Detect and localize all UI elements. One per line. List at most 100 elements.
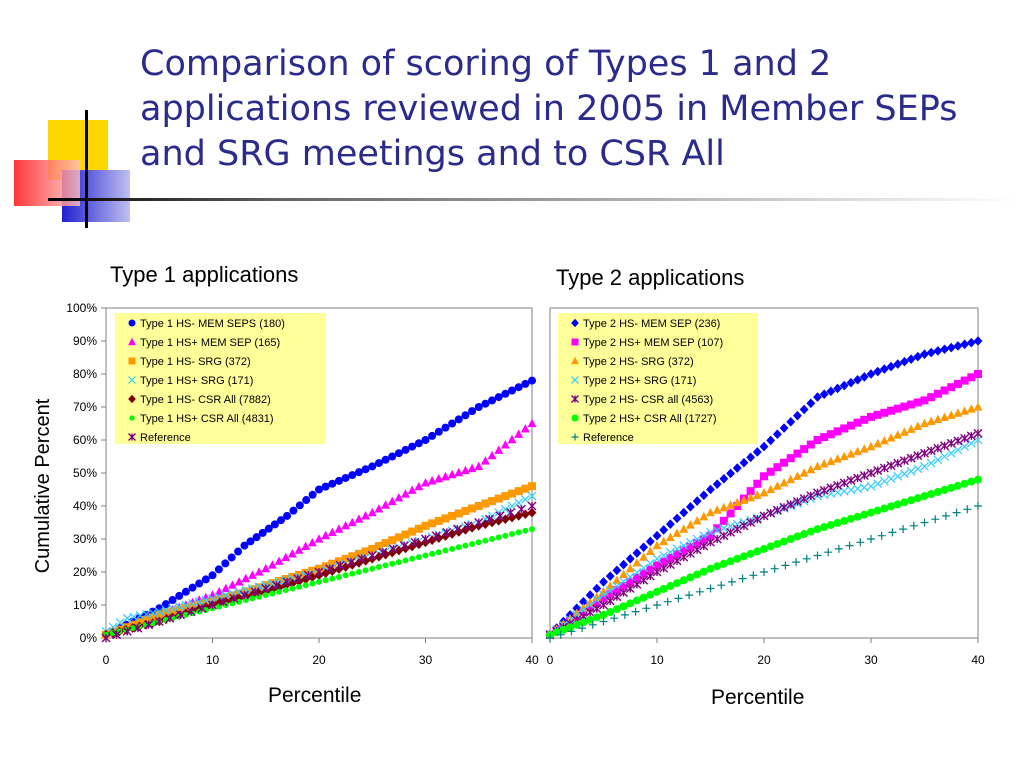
data-point: [401, 445, 410, 454]
data-point: [474, 518, 484, 527]
data-point: [188, 598, 197, 608]
data-point: [813, 436, 822, 444]
data-point: [328, 559, 337, 568]
data-point: [606, 608, 615, 617]
data-point: [866, 481, 876, 491]
data-point: [732, 463, 742, 473]
data-point: [620, 610, 629, 619]
series-2-7: [546, 502, 982, 642]
legend-entry: Type 1 HS- CSR All (7882): [140, 394, 271, 406]
data-point: [302, 496, 311, 505]
data-point: [826, 430, 835, 439]
data-point: [712, 525, 722, 535]
data-point: [732, 497, 742, 507]
data-point: [374, 459, 383, 468]
legend-entry: Type 2 HS+ MEM SEP (107): [583, 337, 723, 349]
data-point: [388, 536, 397, 545]
data-point: [819, 389, 829, 400]
data-point: [974, 475, 982, 484]
data-point: [639, 593, 648, 602]
data-point: [500, 504, 510, 514]
data-point: [739, 521, 749, 531]
data-point: [129, 625, 136, 632]
data-point: [800, 530, 809, 539]
data-point: [599, 577, 608, 587]
data-point: [612, 565, 622, 576]
legend-entry: Type 1 HS+ MEM SEP (165): [140, 337, 280, 349]
legend: Type 1 HS- MEM SEPS (180) Type 1 HS+ MEM …: [115, 313, 325, 444]
data-point: [619, 582, 628, 591]
data-point: [368, 544, 377, 553]
data-point: [953, 481, 962, 490]
data-point: [639, 575, 649, 585]
data-point: [706, 537, 715, 547]
data-point: [853, 374, 863, 385]
data-point: [893, 500, 902, 509]
data-point: [262, 592, 269, 599]
data-point: [307, 537, 317, 547]
data-point: [686, 537, 695, 547]
data-point: [521, 484, 530, 493]
data-point: [933, 389, 942, 398]
data-point: [679, 576, 688, 585]
data-point: [719, 523, 729, 533]
data-point: [361, 547, 370, 556]
y-tick-label: 20%: [73, 565, 97, 579]
data-point: [329, 575, 336, 582]
data-point: [699, 567, 708, 576]
data-point: [431, 531, 441, 541]
y-tick-label: 10%: [73, 598, 97, 612]
data-point: [846, 475, 856, 485]
data-point: [612, 575, 622, 584]
data-point: [133, 623, 143, 633]
data-point: [474, 461, 484, 470]
data-point: [414, 524, 423, 533]
data-point: [913, 464, 923, 474]
data-point: [920, 518, 929, 527]
data-point: [952, 508, 961, 517]
data-point: [181, 604, 190, 613]
y-tick-label: 40%: [73, 499, 97, 513]
x-axis-label-type1: Percentile: [268, 684, 362, 707]
data-point: [389, 560, 396, 567]
data-point: [354, 549, 363, 558]
data-point: [772, 429, 782, 440]
legend-box: [558, 313, 758, 444]
data-point: [806, 398, 816, 409]
chart-1: 0 10 20 30 40 0% 10% 20% 30% 40% 50% 60% 70% 80% 90% 10…: [66, 301, 539, 667]
series-2-6: [546, 475, 982, 639]
data-point: [927, 393, 936, 402]
data-point: [428, 519, 437, 528]
data-point: [960, 376, 969, 385]
data-point: [434, 516, 443, 525]
data-point: [679, 541, 689, 551]
data-point: [141, 615, 150, 624]
data-point: [685, 548, 695, 558]
data-point: [246, 537, 255, 546]
data-point: [579, 608, 588, 617]
data-point: [706, 507, 715, 517]
data-point: [334, 557, 343, 566]
data-point: [529, 526, 535, 533]
data-point: [853, 512, 862, 521]
data-point: [879, 436, 889, 445]
legend: Type 2 HS- MEM SEP (236) Type 2 HS+ MEM S…: [558, 313, 758, 444]
data-point: [108, 622, 118, 632]
legend-entry: Type 2 HS- SRG (372): [583, 356, 694, 368]
data-point: [873, 466, 883, 476]
data-point: [288, 572, 297, 581]
data-point: [940, 452, 949, 461]
data-point: [727, 577, 736, 586]
data-point: [367, 507, 377, 517]
data-point: [144, 620, 154, 630]
data-point: [686, 502, 695, 512]
data-point: [201, 575, 210, 584]
data-point: [154, 607, 164, 617]
data-point: [514, 429, 524, 438]
data-point: [732, 524, 742, 534]
data-point: [840, 516, 849, 525]
data-point: [101, 633, 111, 643]
data-point: [270, 520, 279, 529]
data-point: [625, 554, 635, 564]
data-point: [900, 498, 909, 507]
